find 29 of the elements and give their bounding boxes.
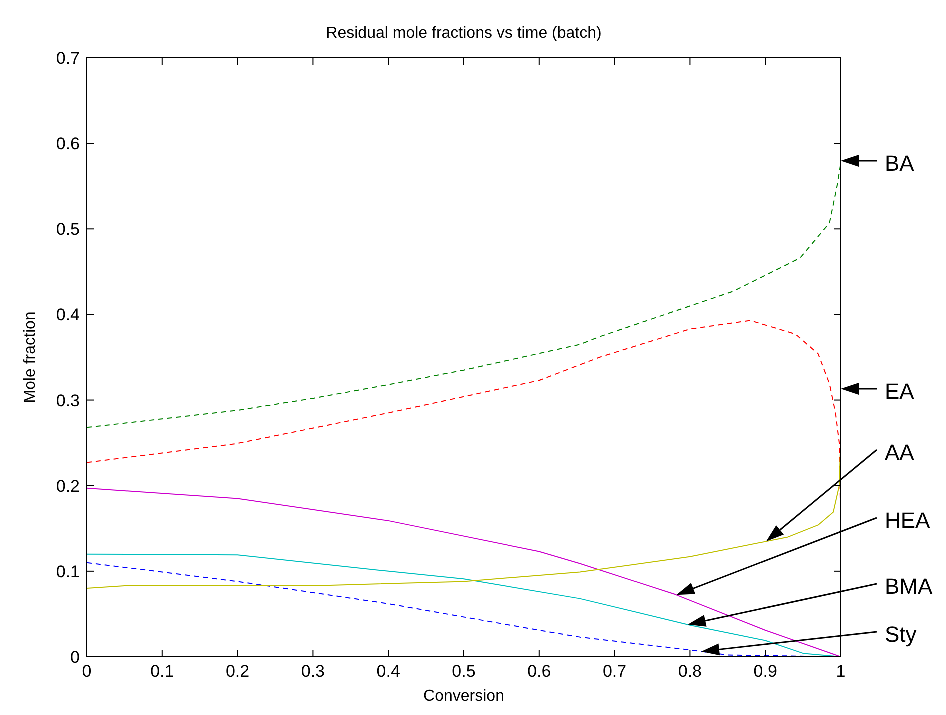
y-tick-label: 0.2: [56, 476, 80, 496]
y-tick-label: 0.6: [56, 134, 80, 154]
x-tick-label: 1: [836, 662, 846, 681]
x-tick-label: 0.4: [376, 662, 400, 681]
text: BA: [885, 151, 915, 176]
x-tick-label: 0.2: [226, 662, 250, 681]
y-tick-label: 0.4: [56, 306, 80, 325]
x-tick-label: 0: [82, 662, 92, 681]
x-tick-label: 0.5: [452, 662, 476, 681]
y-axis-title: Mole fraction: [22, 312, 39, 404]
x-tick-label: 0.1: [150, 662, 174, 681]
y-tick-label: 0: [70, 648, 80, 667]
text: BMA: [885, 574, 933, 599]
x-axis-title: Conversion: [424, 688, 504, 705]
x-tick-label: 0.7: [602, 662, 627, 681]
y-tick-label: 0.3: [56, 391, 80, 410]
text: EA: [885, 379, 915, 404]
x-tick-label: 0.3: [301, 662, 326, 681]
line-series: [86, 488, 842, 658]
chart-title: Residual mole fractions vs time (batch): [326, 25, 602, 42]
text: AA: [885, 440, 915, 465]
x-tick-label: 0.6: [528, 662, 552, 681]
text: Sty: [885, 622, 917, 647]
text: HEA: [885, 508, 931, 533]
x-tick-label: 0.8: [678, 662, 702, 681]
x-tick-label: 0.9: [754, 662, 778, 681]
y-tick-label: 0.5: [56, 220, 80, 240]
y-tick-label: 0.7: [56, 49, 80, 68]
y-tick-label: 0.1: [56, 562, 80, 582]
